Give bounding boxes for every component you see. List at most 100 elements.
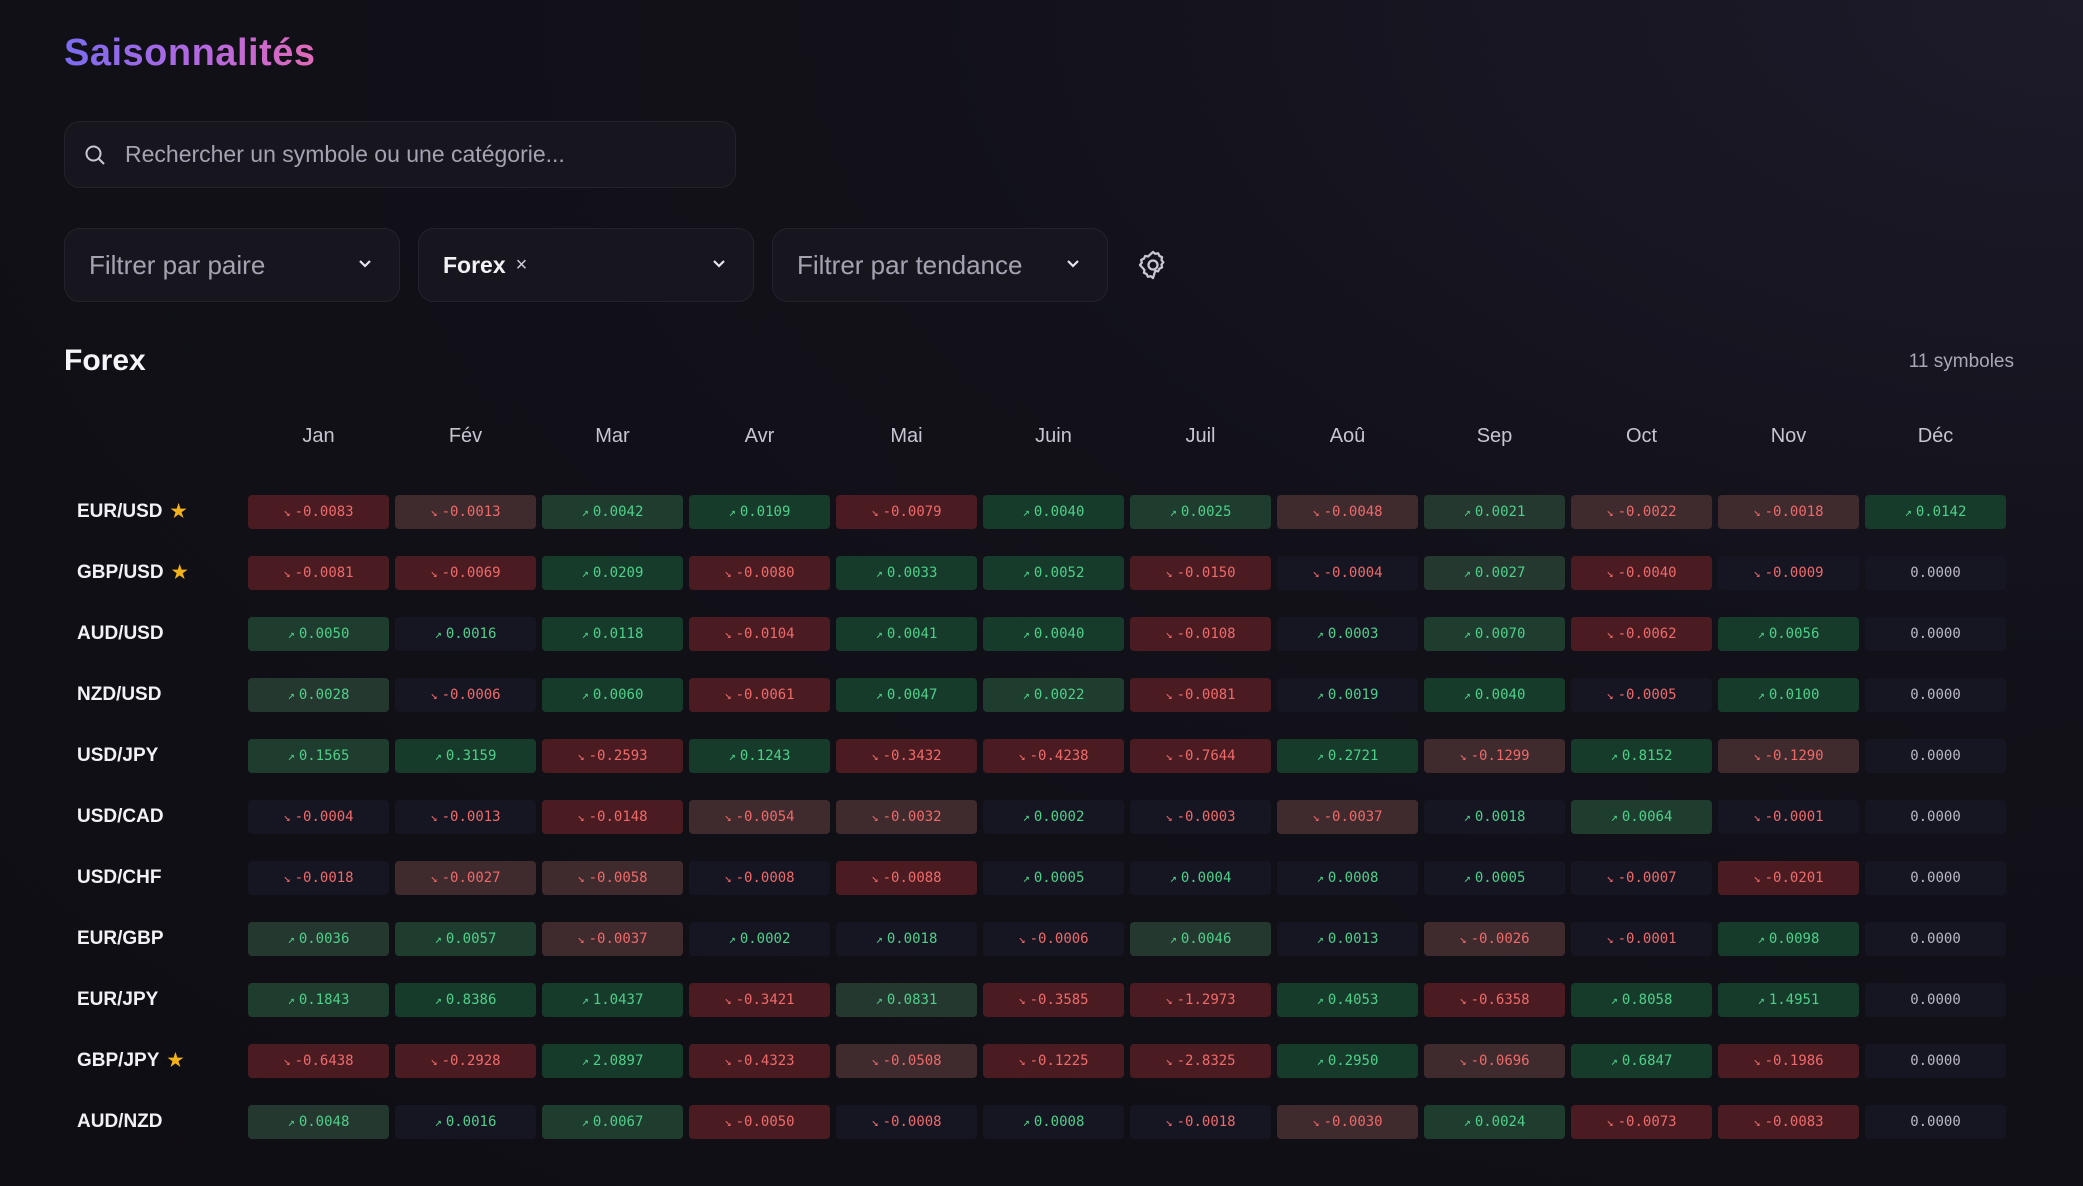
value-cell[interactable]: ↗ 0.0060	[542, 677, 683, 712]
value-cell[interactable]: ↘ -0.0083	[1718, 1104, 1859, 1139]
value-cell[interactable]: ↘ -0.0073	[1571, 1104, 1712, 1139]
value-cell[interactable]: ↗ 0.0004	[1130, 860, 1271, 895]
search-input[interactable]	[125, 141, 705, 168]
value-cell[interactable]: ↗ 0.1565	[248, 738, 389, 773]
value-cell[interactable]: ↗ 0.6847	[1571, 1043, 1712, 1078]
value-cell[interactable]: ↗ 0.0046	[1130, 921, 1271, 956]
value-cell[interactable]: ↗ 0.0040	[1424, 677, 1565, 712]
value-cell[interactable]: ↗ 0.0041	[836, 616, 977, 651]
value-cell[interactable]: ↗ 0.0050	[248, 616, 389, 651]
value-cell[interactable]: ↗ 0.0048	[248, 1104, 389, 1139]
search-bar[interactable]	[64, 121, 736, 188]
value-cell[interactable]: ↗ 0.8058	[1571, 982, 1712, 1017]
value-cell[interactable]: ↘ -0.0088	[836, 860, 977, 895]
value-cell[interactable]: ↗ 0.0100	[1718, 677, 1859, 712]
value-cell[interactable]: ↗ 0.0016	[395, 616, 536, 651]
value-cell[interactable]: ↗ 0.0040	[983, 494, 1124, 529]
trend-filter-dropdown[interactable]: Filtrer par tendance	[772, 228, 1108, 302]
table-row[interactable]: EUR/USD ★ ↘ -0.0083 ↘ -0.0013 ↗ 0.0042 ↗ 0.0109 ↘ -…	[64, 481, 2006, 542]
value-cell[interactable]: ↗ 0.1243	[689, 738, 830, 773]
table-row[interactable]: AUD/USD ↗ 0.0050 ↗ 0.0016 ↗ 0.0118 ↘ -0.0104 ↗ 0.0…	[64, 603, 2006, 664]
value-cell[interactable]: ↘ -0.1225	[983, 1043, 1124, 1078]
value-cell[interactable]: ↘ -0.0001	[1571, 921, 1712, 956]
star-icon[interactable]: ★	[170, 501, 187, 521]
value-cell[interactable]: ↗ 0.0042	[542, 494, 683, 529]
value-cell[interactable]: ↘ -0.7644	[1130, 738, 1271, 773]
value-cell[interactable]: ↘ -0.0079	[836, 494, 977, 529]
value-cell[interactable]: 0.0000	[1865, 1043, 2006, 1078]
value-cell[interactable]: ↘ -0.2593	[542, 738, 683, 773]
value-cell[interactable]: ↘ -0.4323	[689, 1043, 830, 1078]
value-cell[interactable]: ↘ -0.6358	[1424, 982, 1565, 1017]
value-cell[interactable]: ↗ 1.4951	[1718, 982, 1859, 1017]
value-cell[interactable]: 0.0000	[1865, 616, 2006, 651]
value-cell[interactable]: ↗ 0.0028	[248, 677, 389, 712]
value-cell[interactable]: ↘ -0.0018	[1718, 494, 1859, 529]
value-cell[interactable]: ↗ 0.0013	[1277, 921, 1418, 956]
value-cell[interactable]: ↗ 0.0016	[395, 1104, 536, 1139]
value-cell[interactable]: ↘ -0.3421	[689, 982, 830, 1017]
value-cell[interactable]: ↗ 1.0437	[542, 982, 683, 1017]
value-cell[interactable]: ↘ -0.6438	[248, 1043, 389, 1078]
value-cell[interactable]: ↗ 0.0003	[1277, 616, 1418, 651]
value-cell[interactable]: ↘ -0.0004	[1277, 555, 1418, 590]
value-cell[interactable]: ↘ -0.0108	[1130, 616, 1271, 651]
value-cell[interactable]: ↗ 0.8152	[1571, 738, 1712, 773]
value-cell[interactable]: ↘ -0.0022	[1571, 494, 1712, 529]
value-cell[interactable]: ↘ -0.0001	[1718, 799, 1859, 834]
value-cell[interactable]: ↗ 0.0057	[395, 921, 536, 956]
value-cell[interactable]: ↘ -0.0104	[689, 616, 830, 651]
value-cell[interactable]: ↗ 0.0209	[542, 555, 683, 590]
value-cell[interactable]: ↗ 0.2721	[1277, 738, 1418, 773]
value-cell[interactable]: ↘ -0.0069	[395, 555, 536, 590]
value-cell[interactable]: ↘ -0.0083	[248, 494, 389, 529]
value-cell[interactable]: ↘ -0.0007	[1571, 860, 1712, 895]
value-cell[interactable]: ↘ -0.0008	[836, 1104, 977, 1139]
value-cell[interactable]: ↗ 0.0027	[1424, 555, 1565, 590]
value-cell[interactable]: ↗ 0.0142	[1865, 494, 2006, 529]
value-cell[interactable]: ↘ -0.4238	[983, 738, 1124, 773]
value-cell[interactable]: ↘ -0.0003	[1130, 799, 1271, 834]
value-cell[interactable]: ↘ -0.2928	[395, 1043, 536, 1078]
value-cell[interactable]: ↘ -0.0037	[542, 921, 683, 956]
category-filter-dropdown[interactable]: Forex ×	[418, 228, 754, 302]
value-cell[interactable]: ↗ 0.0118	[542, 616, 683, 651]
table-row[interactable]: NZD/USD ↗ 0.0028 ↘ -0.0006 ↗ 0.0060 ↘ -0.0061 ↗ 0.…	[64, 664, 2006, 725]
value-cell[interactable]: ↗ 0.4053	[1277, 982, 1418, 1017]
value-cell[interactable]: ↗ 0.0002	[983, 799, 1124, 834]
value-cell[interactable]: ↘ -0.0508	[836, 1043, 977, 1078]
value-cell[interactable]: ↗ 0.0040	[983, 616, 1124, 651]
value-cell[interactable]: ↗ 0.0067	[542, 1104, 683, 1139]
value-cell[interactable]: 0.0000	[1865, 1104, 2006, 1139]
value-cell[interactable]: ↘ -0.1986	[1718, 1043, 1859, 1078]
value-cell[interactable]: ↗ 0.0024	[1424, 1104, 1565, 1139]
value-cell[interactable]: ↗ 2.0897	[542, 1043, 683, 1078]
value-cell[interactable]: ↗ 0.0070	[1424, 616, 1565, 651]
value-cell[interactable]: ↗ 0.0098	[1718, 921, 1859, 956]
value-cell[interactable]: ↗ 0.0036	[248, 921, 389, 956]
value-cell[interactable]: ↘ -0.3585	[983, 982, 1124, 1017]
value-cell[interactable]: ↗ 0.0022	[983, 677, 1124, 712]
star-icon[interactable]: ★	[171, 562, 188, 582]
value-cell[interactable]: ↘ -0.0026	[1424, 921, 1565, 956]
chip-remove-icon[interactable]: ×	[515, 253, 528, 276]
gear-icon[interactable]	[1136, 248, 1170, 282]
value-cell[interactable]: ↘ -0.1290	[1718, 738, 1859, 773]
value-cell[interactable]: ↘ -0.0006	[983, 921, 1124, 956]
value-cell[interactable]: ↘ -0.0048	[1277, 494, 1418, 529]
value-cell[interactable]: ↘ -0.0081	[1130, 677, 1271, 712]
value-cell[interactable]: ↘ -0.0058	[542, 860, 683, 895]
value-cell[interactable]: ↘ -0.0013	[395, 799, 536, 834]
value-cell[interactable]: ↘ -0.0008	[689, 860, 830, 895]
value-cell[interactable]: ↘ -0.0148	[542, 799, 683, 834]
value-cell[interactable]: ↗ 0.0008	[1277, 860, 1418, 895]
value-cell[interactable]: ↘ -0.0013	[395, 494, 536, 529]
value-cell[interactable]: ↘ -0.0018	[248, 860, 389, 895]
value-cell[interactable]: ↘ -0.0081	[248, 555, 389, 590]
value-cell[interactable]: ↗ 0.0002	[689, 921, 830, 956]
value-cell[interactable]: ↗ 0.0018	[836, 921, 977, 956]
value-cell[interactable]: ↘ -0.0009	[1718, 555, 1859, 590]
table-row[interactable]: AUD/NZD ↗ 0.0048 ↗ 0.0016 ↗ 0.0067 ↘ -0.0050 ↘ -0.…	[64, 1091, 2006, 1152]
value-cell[interactable]: ↘ -0.0696	[1424, 1043, 1565, 1078]
value-cell[interactable]: ↘ -0.1299	[1424, 738, 1565, 773]
